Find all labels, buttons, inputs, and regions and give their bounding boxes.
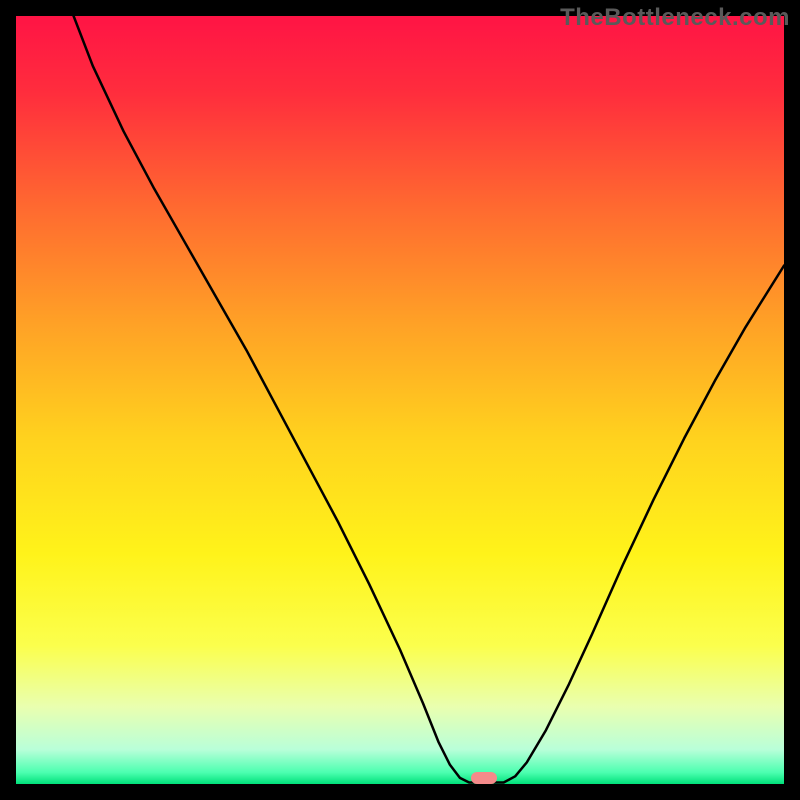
bottleneck-curve <box>74 16 784 782</box>
optimum-marker <box>471 772 497 784</box>
bottleneck-curve-svg <box>16 16 784 784</box>
chart-frame: TheBottleneck.com <box>0 0 800 800</box>
